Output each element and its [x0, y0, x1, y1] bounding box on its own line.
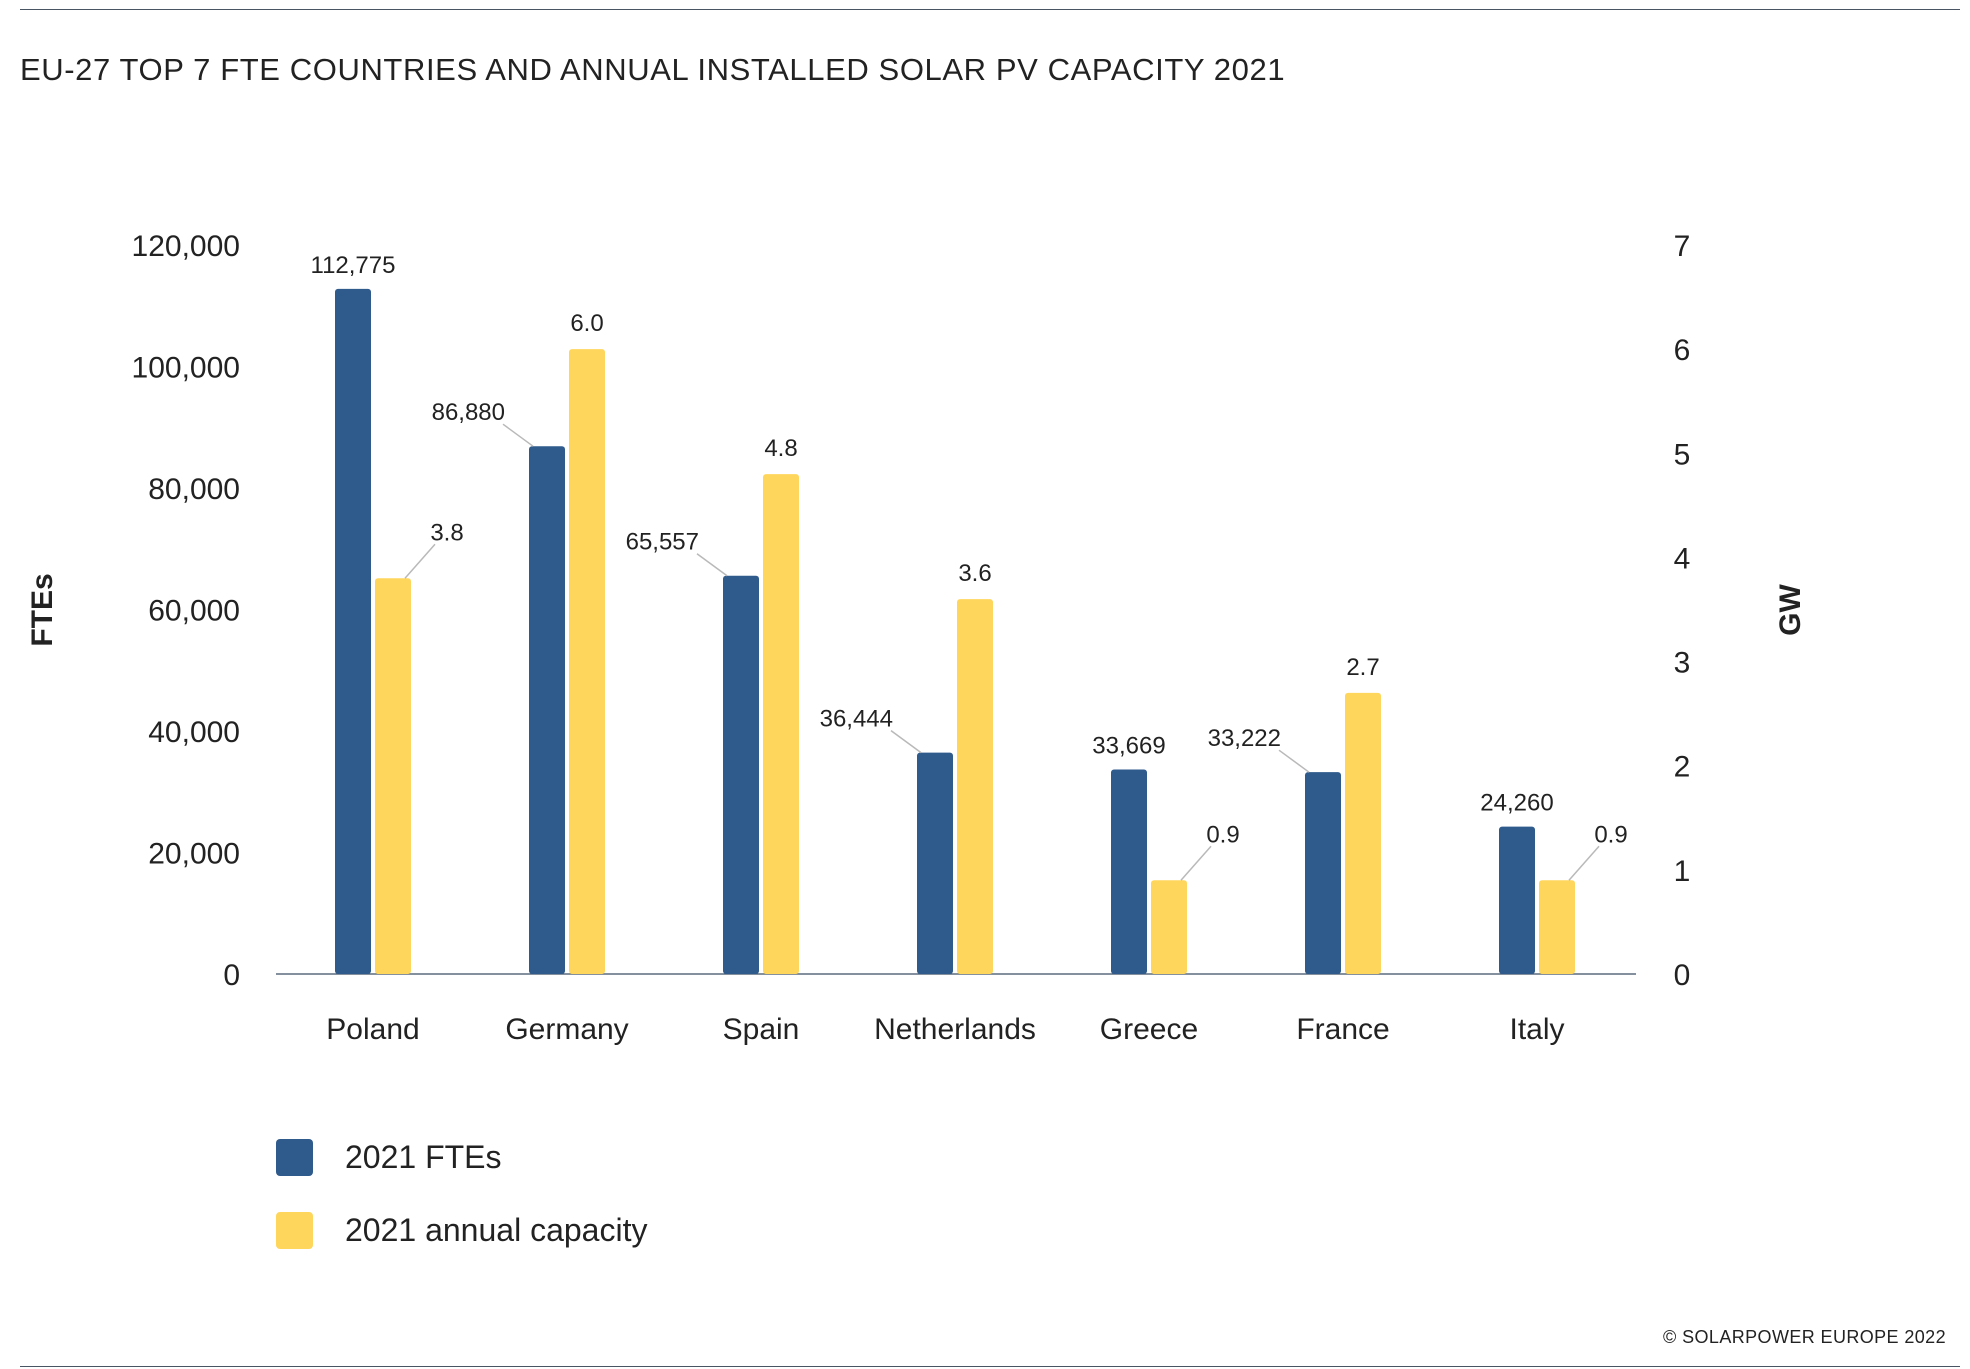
bar-fte-netherlands: [917, 752, 953, 974]
bar-fte-france: [1305, 772, 1341, 974]
y2-tick-label: 1: [1674, 855, 1691, 888]
data-label-capacity: 4.8: [764, 435, 797, 462]
copyright-credit: © SOLARPOWER EUROPE 2022: [1663, 1327, 1946, 1347]
legend-item-capacity: 2021 annual capacity: [276, 1210, 647, 1250]
y2-tick-label: 6: [1674, 334, 1691, 367]
y-tick-label: 20,000: [148, 838, 240, 871]
data-label-capacity: 0.9: [1594, 821, 1627, 848]
y2-axis-label: GW: [1774, 583, 1807, 635]
bar-capacity-netherlands: [957, 599, 993, 974]
y-tick-label: 120,000: [132, 230, 240, 263]
data-label-fte: 65,557: [626, 529, 699, 556]
y-axis-label: FTEs: [26, 573, 59, 646]
leader-line-fte: [1278, 749, 1310, 773]
legend-item-fte: 2021 FTEs: [276, 1137, 647, 1177]
data-label-capacity: 3.6: [958, 560, 991, 587]
x-tick-label: Netherlands: [874, 1013, 1036, 1046]
y2-tick-label: 3: [1674, 647, 1691, 680]
y-tick-label: 60,000: [148, 595, 240, 628]
x-tick-label: Poland: [326, 1013, 419, 1046]
bar-capacity-italy: [1539, 880, 1575, 974]
y-tick-label: 100,000: [132, 352, 240, 385]
leader-line-fte: [696, 553, 728, 577]
x-tick-label: France: [1296, 1013, 1389, 1046]
data-label-fte: 33,669: [1092, 732, 1165, 759]
legend-swatch-fte: [276, 1138, 313, 1176]
bar-capacity-spain: [763, 474, 799, 974]
bar-capacity-poland: [375, 578, 411, 974]
data-label-fte: 112,775: [311, 252, 396, 279]
legend-label-capacity: 2021 annual capacity: [345, 1211, 648, 1248]
data-label-capacity: 3.8: [430, 519, 463, 546]
bar-capacity-france: [1345, 692, 1381, 974]
y2-tick-label: 5: [1674, 438, 1691, 471]
legend-swatch-capacity: [276, 1211, 313, 1249]
bar-fte-greece: [1111, 769, 1147, 974]
data-label-capacity: 6.0: [570, 310, 603, 337]
data-label-fte: 24,260: [1480, 790, 1553, 817]
bar-capacity-germany: [569, 349, 605, 975]
bar-fte-spain: [723, 575, 759, 974]
leader-line-capacity: [1180, 845, 1212, 881]
y-tick-label: 0: [223, 959, 240, 992]
legend: 2021 FTEs 2021 annual capacity: [276, 1137, 647, 1283]
y2-tick-label: 7: [1674, 230, 1691, 263]
data-label-fte: 36,444: [820, 706, 893, 733]
bar-fte-italy: [1499, 826, 1535, 974]
top-rule: [20, 9, 1960, 10]
y-tick-label: 80,000: [148, 473, 240, 506]
x-tick-label: Italy: [1509, 1013, 1564, 1046]
bottom-rule: [20, 1366, 1960, 1367]
leader-line-capacity: [1568, 845, 1600, 881]
bar-capacity-greece: [1151, 880, 1187, 974]
y2-tick-label: 0: [1674, 959, 1691, 992]
y2-tick-label: 2: [1674, 751, 1691, 784]
leader-line-capacity: [404, 543, 436, 579]
data-label-capacity: 0.9: [1206, 821, 1239, 848]
data-label-capacity: 2.7: [1346, 654, 1379, 681]
x-tick-label: Spain: [723, 1013, 800, 1046]
leader-line-fte: [890, 729, 922, 754]
x-tick-label: Greece: [1100, 1013, 1198, 1046]
y2-tick-label: 4: [1674, 542, 1691, 575]
data-label-fte: 86,880: [432, 399, 505, 426]
bar-fte-germany: [529, 446, 565, 975]
x-tick-label: Germany: [505, 1013, 628, 1046]
chart-title: EU-27 TOP 7 FTE COUNTRIES AND ANNUAL INS…: [20, 52, 1286, 87]
y-tick-label: 40,000: [148, 716, 240, 749]
data-label-fte: 33,222: [1208, 725, 1281, 752]
bar-fte-poland: [335, 288, 371, 975]
leader-line-fte: [502, 423, 534, 447]
legend-label-fte: 2021 FTEs: [345, 1138, 502, 1175]
